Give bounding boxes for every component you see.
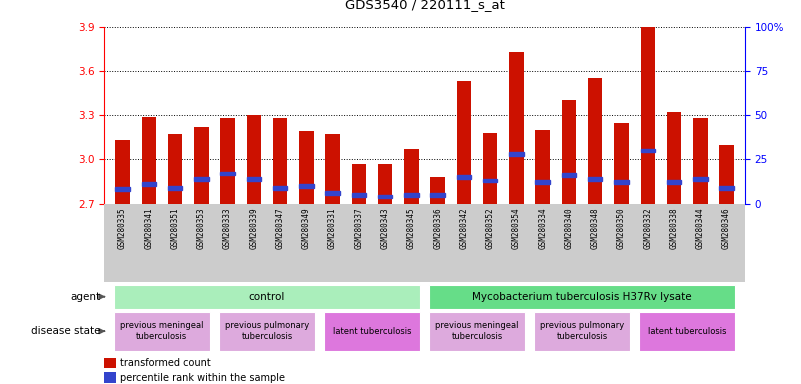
Text: GSM280334: GSM280334 <box>538 207 547 249</box>
Text: transformed count: transformed count <box>120 358 211 368</box>
Text: GSM280344: GSM280344 <box>696 207 705 249</box>
Text: GSM280333: GSM280333 <box>223 207 232 249</box>
Bar <box>430 177 445 204</box>
Bar <box>719 145 734 204</box>
Text: previous meningeal
tuberculosis: previous meningeal tuberculosis <box>435 321 519 341</box>
Bar <box>352 193 366 197</box>
Text: GSM280352: GSM280352 <box>485 207 495 249</box>
Bar <box>509 152 524 156</box>
Bar <box>142 182 156 186</box>
Text: GSM280354: GSM280354 <box>512 207 521 249</box>
Bar <box>483 133 497 204</box>
Text: GSM280336: GSM280336 <box>433 207 442 249</box>
Bar <box>220 118 235 204</box>
Bar <box>536 180 550 184</box>
Text: GSM280346: GSM280346 <box>722 207 731 249</box>
Bar <box>299 184 313 188</box>
Bar <box>324 312 420 351</box>
Text: GSM280349: GSM280349 <box>302 207 311 249</box>
Bar <box>220 172 235 175</box>
Bar <box>194 127 208 204</box>
Bar <box>614 180 629 184</box>
Bar <box>457 81 471 204</box>
Bar <box>104 372 115 382</box>
Bar <box>641 149 655 152</box>
Bar <box>273 118 288 204</box>
Text: previous pulmonary
tuberculosis: previous pulmonary tuberculosis <box>225 321 309 341</box>
Bar <box>534 312 630 351</box>
Bar <box>325 134 340 204</box>
Bar <box>142 117 156 204</box>
Text: GSM280339: GSM280339 <box>249 207 259 249</box>
Bar <box>405 193 419 197</box>
Bar <box>429 312 525 351</box>
Bar <box>509 52 524 204</box>
Bar <box>719 186 734 190</box>
Text: latent tuberculosis: latent tuberculosis <box>648 327 727 336</box>
Text: GSM280331: GSM280331 <box>328 207 337 249</box>
Bar <box>562 173 576 177</box>
Bar <box>693 177 707 181</box>
Text: GDS3540 / 220111_s_at: GDS3540 / 220111_s_at <box>344 0 505 12</box>
Bar <box>325 191 340 195</box>
Text: GSM280332: GSM280332 <box>643 207 652 249</box>
Bar <box>483 179 497 182</box>
Text: latent tuberculosis: latent tuberculosis <box>332 327 411 336</box>
Bar <box>104 358 115 368</box>
Bar <box>299 131 313 204</box>
Bar <box>115 140 130 204</box>
Bar <box>430 193 445 197</box>
Bar <box>562 101 576 204</box>
Bar <box>405 149 419 204</box>
Bar <box>194 177 208 181</box>
Text: percentile rank within the sample: percentile rank within the sample <box>120 372 285 383</box>
Bar <box>114 285 420 309</box>
Bar <box>639 312 735 351</box>
Bar <box>219 312 315 351</box>
Text: GSM280337: GSM280337 <box>354 207 364 249</box>
Text: GSM280340: GSM280340 <box>565 207 574 249</box>
Bar <box>641 27 655 204</box>
Bar <box>429 285 735 309</box>
Text: GSM280347: GSM280347 <box>276 207 284 249</box>
Bar <box>693 118 707 204</box>
Bar <box>273 186 288 190</box>
Bar <box>247 177 261 181</box>
Text: previous meningeal
tuberculosis: previous meningeal tuberculosis <box>120 321 203 341</box>
Text: GSM280350: GSM280350 <box>617 207 626 249</box>
Bar <box>115 187 130 191</box>
Text: previous pulmonary
tuberculosis: previous pulmonary tuberculosis <box>540 321 624 341</box>
Bar <box>666 112 681 204</box>
Bar <box>457 175 471 179</box>
Text: agent: agent <box>70 291 100 302</box>
Text: control: control <box>249 291 285 302</box>
Text: GSM280351: GSM280351 <box>171 207 179 249</box>
Text: GSM280353: GSM280353 <box>197 207 206 249</box>
Bar <box>588 177 602 181</box>
Text: GSM280348: GSM280348 <box>590 207 600 249</box>
Bar <box>114 312 210 351</box>
Text: GSM280345: GSM280345 <box>407 207 416 249</box>
Bar <box>614 122 629 204</box>
Bar <box>168 134 183 204</box>
Text: GSM280343: GSM280343 <box>380 207 389 249</box>
Bar <box>168 186 183 190</box>
Bar <box>536 130 550 204</box>
Text: GSM280335: GSM280335 <box>118 207 127 249</box>
Text: Mycobacterium tuberculosis H37Rv lysate: Mycobacterium tuberculosis H37Rv lysate <box>473 291 692 302</box>
Bar <box>352 164 366 204</box>
Bar <box>378 164 392 204</box>
Text: disease state: disease state <box>30 326 100 336</box>
Bar <box>378 195 392 199</box>
Text: GSM280341: GSM280341 <box>144 207 153 249</box>
Bar <box>247 115 261 204</box>
Bar <box>588 78 602 204</box>
Text: GSM280342: GSM280342 <box>460 207 469 249</box>
Bar <box>666 180 681 184</box>
Text: GSM280338: GSM280338 <box>670 207 678 249</box>
